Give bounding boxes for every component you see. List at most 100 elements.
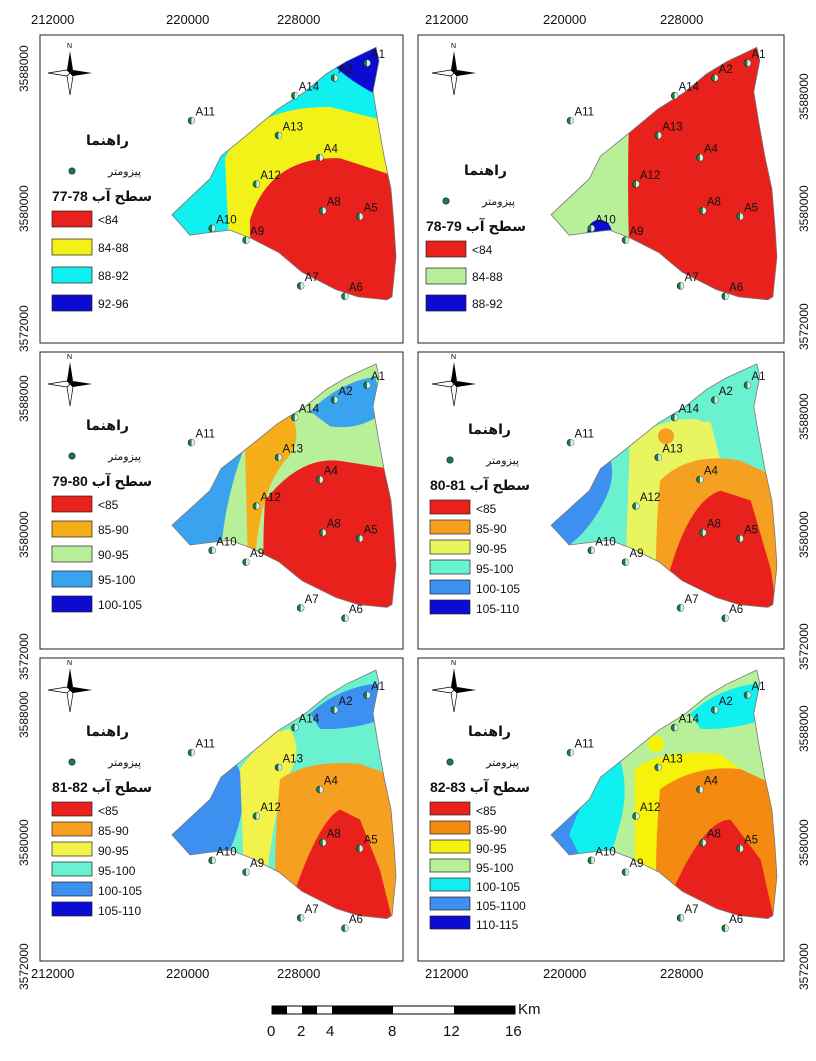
- x-axis-top: 212000 220000 228000 212000 220000 22800…: [31, 12, 703, 27]
- piezometer-legend-icon: [446, 456, 454, 464]
- legend-swatch: [51, 266, 93, 284]
- well-marker: A9: [621, 858, 644, 876]
- y-tick-right-7: 3588000: [797, 705, 811, 752]
- well-label: A10: [216, 214, 236, 226]
- well-marker: A12: [252, 170, 281, 188]
- north-label: N: [67, 43, 72, 50]
- north-arrow-icon: N: [431, 660, 476, 713]
- well-marker: A2: [330, 64, 353, 82]
- x-tick-bottom-2: 220000: [166, 966, 209, 981]
- legend-heading: راهنما: [464, 162, 507, 178]
- well-marker: A14: [291, 714, 320, 732]
- well-marker: A13: [274, 753, 303, 772]
- well-label: A8: [327, 519, 341, 531]
- x-tick-top-5: 220000: [543, 12, 586, 27]
- legend-heading: راهنما: [86, 723, 129, 739]
- well-label: A6: [729, 282, 743, 294]
- legend-swatch: [51, 520, 93, 538]
- y-tick-right-3: 3572000: [797, 303, 811, 350]
- legend-title: سطح آب 79-78: [426, 217, 526, 235]
- x-tick-bottom-3: 228000: [277, 966, 320, 981]
- well-label: A11: [574, 429, 594, 441]
- piezometer-legend-icon: [68, 758, 76, 766]
- legend: راهنما پیزومتر سطح آب 78-77 <84 84-88 88-92 92…: [51, 132, 152, 312]
- y-tick-right-9: 3572000: [797, 943, 811, 990]
- well-marker: A9: [242, 858, 264, 876]
- well-label: A7: [685, 272, 699, 284]
- well-label: A7: [305, 594, 319, 606]
- well-label: A14: [679, 714, 700, 726]
- study-area-boundary: [550, 669, 778, 920]
- well-label: A1: [751, 49, 765, 61]
- piezometer-legend-icon: [442, 197, 450, 205]
- legend-swatch: [429, 499, 471, 515]
- scale-bar-seg-2: [302, 1006, 317, 1014]
- well-marker: A1: [363, 681, 385, 699]
- well-label: A5: [364, 203, 378, 215]
- y-tick-left-2: 3580000: [17, 185, 31, 232]
- well-marker: A10: [208, 214, 237, 233]
- well-marker: A5: [355, 203, 378, 221]
- legend-class-label: 85-90: [98, 523, 129, 537]
- legend-swatch: [429, 599, 471, 615]
- well-marker: A5: [736, 835, 758, 853]
- y-tick-right-5: 3580000: [797, 511, 811, 558]
- well-label: A11: [574, 107, 594, 119]
- legend-title: سطح آب 78-77: [52, 187, 152, 205]
- study-area-boundary: [171, 363, 397, 608]
- legend-swatch: [51, 210, 93, 228]
- legend-class-label: 90-95: [476, 542, 507, 556]
- legend-class-label: 90-95: [98, 548, 129, 562]
- piezometer-label: پیزومتر: [107, 757, 141, 769]
- piezometer-legend-icon: [446, 758, 454, 766]
- x-tick-top-2: 220000: [166, 12, 209, 27]
- legend-class-label: 105-110: [476, 602, 519, 616]
- well-label: A9: [250, 226, 264, 238]
- legend-title: سطح آب 81-80: [430, 476, 530, 494]
- x-tick-bottom-1: 212000: [31, 966, 74, 981]
- legend-class-label: 105-1100: [476, 899, 526, 913]
- contour-zone: [657, 428, 675, 445]
- scale-label-16: 16: [505, 1023, 522, 1040]
- well-label: A14: [679, 404, 700, 416]
- well-label: A7: [685, 594, 699, 606]
- legend-class-label: <85: [98, 498, 119, 512]
- well-marker: A13: [274, 443, 303, 462]
- well-marker: A4: [316, 144, 338, 162]
- well-marker: A1: [363, 371, 385, 389]
- legend-class-label: 88-92: [98, 269, 129, 283]
- well-label: A13: [283, 443, 303, 455]
- legend-class-label: 100-105: [98, 598, 142, 612]
- map-panel-4: A1 A2 A14 A11 A13 A4 A12 A8 A5 A10 A9 A7 A6 N راهنما پی…: [417, 351, 785, 650]
- well-marker: A9: [621, 548, 644, 566]
- well-marker: A8: [699, 829, 721, 847]
- contour-zone: [240, 728, 297, 901]
- contour-zone: [310, 376, 385, 428]
- well-label: A7: [305, 272, 319, 284]
- well-label: A9: [629, 226, 643, 238]
- scale-unit: Km: [518, 1001, 541, 1018]
- y-tick-left-1: 3588000: [17, 45, 31, 92]
- piezometer-label: پیزومتر: [481, 196, 515, 208]
- scale-label-2: 2: [297, 1023, 305, 1040]
- well-marker: A6: [341, 282, 363, 300]
- well-label: A10: [216, 536, 236, 548]
- north-arrow-icon: N: [47, 43, 92, 96]
- well-label: A13: [662, 121, 682, 133]
- well-label: A1: [371, 681, 385, 693]
- well-label: A4: [324, 466, 339, 478]
- legend-class-label: 100-105: [476, 582, 520, 596]
- well-marker: A7: [296, 272, 319, 290]
- well-label: A2: [339, 696, 353, 708]
- y-tick-left-4: 3588000: [17, 375, 31, 422]
- well-label: A6: [349, 914, 363, 926]
- well-label: A2: [719, 386, 733, 398]
- well-marker: A10: [587, 536, 616, 555]
- well-marker: A5: [736, 525, 758, 543]
- well-label: A6: [729, 914, 743, 926]
- well-marker: A11: [566, 107, 594, 125]
- well-label: A5: [364, 525, 378, 537]
- well-label: A8: [327, 829, 341, 841]
- well-marker: A14: [670, 714, 700, 732]
